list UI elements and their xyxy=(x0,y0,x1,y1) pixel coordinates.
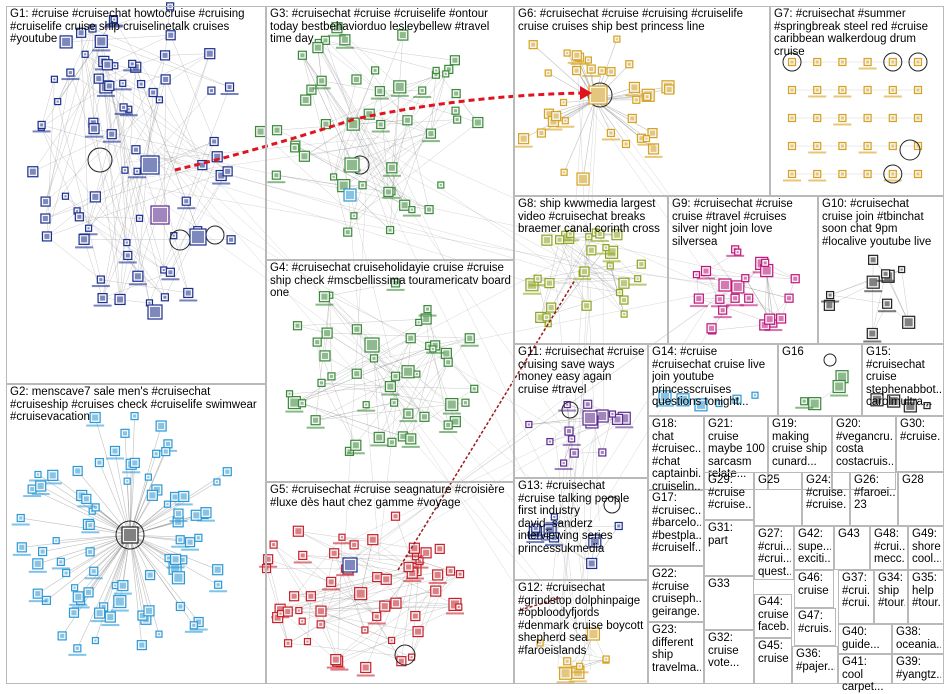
group-label: G40: guide... xyxy=(842,626,889,651)
group-panel-g25: G25 xyxy=(754,472,802,526)
group-label: G39: #yangtz... xyxy=(896,656,941,681)
group-panel-g23: G23: different ship travelma... xyxy=(648,622,704,684)
group-panel-g16: G16 xyxy=(778,344,862,416)
group-panel-g3: G3: #cruisechat #cruise #cruiselife #ont… xyxy=(266,6,514,260)
group-panel-g11: G11: #cruisechat #cruise cruising save w… xyxy=(514,344,648,478)
group-label: G42: supe... exciti... xyxy=(798,528,831,566)
group-label: G26: #faroei... 23 xyxy=(854,474,895,512)
group-panel-g27: G27: #crui... #crui... quest... xyxy=(754,526,794,580)
group-label: G36: #pajer... xyxy=(796,648,835,673)
group-panel-g28: G28 xyxy=(898,472,944,526)
group-label: G25 xyxy=(758,474,799,487)
group-label: G14: #cruise #cruisechat cruise live joi… xyxy=(652,346,775,409)
group-panel-g1: G1: #cruise #cruisechat howtocruise #cru… xyxy=(6,6,266,384)
group-panel-g39: G39: #yangtz... xyxy=(892,654,944,684)
group-panel-g49: G49: shore cool... xyxy=(908,526,944,570)
group-label: G44: cruise faceb... xyxy=(758,596,789,634)
group-panel-g26: G26: #faroei... 23 xyxy=(850,472,898,526)
group-panel-g45: G45: cruise xyxy=(754,638,792,684)
group-panel-g38: G38: oceania... xyxy=(892,624,944,654)
group-label: G33 xyxy=(708,578,751,591)
group-panel-g7: G7: #cruisechat #summer #springbreak ste… xyxy=(770,6,944,196)
group-label: G9: #cruisechat #cruise cruise #travel #… xyxy=(672,198,815,248)
group-label: G12: #cruisechat #grindstop dolphinpaige… xyxy=(518,582,645,657)
group-label: G31: part xyxy=(708,522,751,547)
group-label: G23: different ship travelma... xyxy=(652,624,701,674)
group-label: G10: #cruisechat cruise join #tbinchat s… xyxy=(822,198,941,248)
group-label: G38: oceania... xyxy=(896,626,941,651)
group-panel-g36: G36: #pajer... xyxy=(792,646,838,684)
group-panel-g32: G32: cruise vote... xyxy=(704,630,754,684)
group-label: G6: #cruisechat #cruise #cruising #cruis… xyxy=(518,8,767,33)
group-label: G1: #cruise #cruisechat howtocruise #cru… xyxy=(10,8,263,46)
group-label: G22: #cruise cruiseph... geirange... xyxy=(652,568,701,618)
group-panel-g33: G33 xyxy=(704,576,754,630)
group-label: G48: #crui... mecc... xyxy=(874,528,905,566)
group-label: G7: #cruisechat #summer #springbreak ste… xyxy=(774,8,941,58)
group-panel-g5: G5: #cruisechat #cruise seagnature #croi… xyxy=(266,482,514,684)
group-panel-g40: G40: guide... xyxy=(838,624,892,654)
group-panel-g6: G6: #cruisechat #cruise #cruising #cruis… xyxy=(514,6,770,196)
group-label: G29: #cruise #cruise... xyxy=(708,474,751,512)
group-panel-g15: G15: #cruisechat cruise stephenabbot... … xyxy=(862,344,944,416)
group-panel-g48: G48: #crui... mecc... xyxy=(870,526,908,570)
group-panel-g14: G14: #cruise #cruisechat cruise live joi… xyxy=(648,344,778,416)
group-label: G28 xyxy=(902,474,941,487)
group-label: G49: shore cool... xyxy=(912,528,941,566)
group-panel-g46: G46: cruise xyxy=(794,570,834,608)
group-label: G18: chat #cruisec... #chat captainbi...… xyxy=(652,418,701,493)
group-label: G24: #cruise... #cruise... xyxy=(806,474,847,512)
group-panel-g8: G8: ship kwwmedia largest video #cruisec… xyxy=(514,196,668,344)
group-label: G13: #cruisechat #cruise talking people … xyxy=(518,480,645,555)
group-panel-g35: G35: help #tour... xyxy=(908,570,944,624)
group-panel-g17: G17: #cruisec... #barcelo... #bestpla...… xyxy=(648,490,704,566)
group-panel-g18: G18: chat #cruisec... #chat captainbi...… xyxy=(648,416,704,490)
group-label: G19: making cruise ship cunard... xyxy=(772,418,829,468)
group-panel-g9: G9: #cruisechat #cruise cruise #travel #… xyxy=(668,196,818,344)
group-label: G35: help #tour... xyxy=(912,572,941,610)
group-panel-g2: G2: menscave7 sale men's #cruisechat #cr… xyxy=(6,384,266,684)
group-label: G45: cruise xyxy=(758,640,789,665)
group-label: G8: ship kwwmedia largest video #cruisec… xyxy=(518,198,665,236)
group-label: G11: #cruisechat #cruise cruising save w… xyxy=(518,346,645,396)
group-panel-g41: G41: cool carpet... xyxy=(838,654,892,684)
group-panel-g30: G30: #cruise... xyxy=(896,416,944,472)
group-panel-g4: G4: #cruisechat cruiseholidayie cruise #… xyxy=(266,260,514,482)
group-label: G15: #cruisechat cruise stephenabbot... … xyxy=(866,346,941,409)
group-label: G32: cruise vote... xyxy=(708,632,751,670)
group-panel-g29: G29: #cruise #cruise... xyxy=(704,472,754,520)
group-panel-g44: G44: cruise faceb... xyxy=(754,594,792,638)
group-panel-g34: G34: ship #tour... xyxy=(874,570,908,624)
group-panel-g12: G12: #cruisechat #grindstop dolphinpaige… xyxy=(514,580,648,684)
group-label: G16 xyxy=(782,346,859,359)
group-label: G4: #cruisechat cruiseholidayie cruise #… xyxy=(270,262,511,300)
group-panel-g24: G24: #cruise... #cruise... xyxy=(802,472,850,526)
group-label: G34: ship #tour... xyxy=(878,572,905,610)
group-label: G5: #cruisechat #cruise seagnature #croi… xyxy=(270,484,511,509)
group-panel-g42: G42: supe... exciti... xyxy=(794,526,834,570)
group-label: G27: #crui... #crui... quest... xyxy=(758,528,791,578)
group-label: G3: #cruisechat #cruise #cruiselife #ont… xyxy=(270,8,511,46)
group-panel-g43: G43 xyxy=(834,526,870,570)
group-panel-g31: G31: part xyxy=(704,520,754,576)
group-panel-g22: G22: #cruise cruiseph... geirange... xyxy=(648,566,704,622)
group-panel-g37: G37: #crui... #crui... xyxy=(838,570,874,624)
group-label: G17: #cruisec... #barcelo... #bestpla...… xyxy=(652,492,701,555)
group-panel-g47: G47: #cruis... xyxy=(794,608,836,646)
group-label: G46: cruise xyxy=(798,572,831,597)
group-panel-g13: G13: #cruisechat #cruise talking people … xyxy=(514,478,648,580)
group-label: G43 xyxy=(838,528,867,541)
group-label: G30: #cruise... xyxy=(900,418,941,443)
group-label: G47: #cruis... xyxy=(798,610,833,635)
group-label: G2: menscave7 sale men's #cruisechat #cr… xyxy=(10,386,263,424)
group-label: G20: #vegancru... costa costacruis... xyxy=(836,418,893,468)
group-label: G37: #crui... #crui... xyxy=(842,572,871,610)
group-panel-g10: G10: #cruisechat cruise join #tbinchat s… xyxy=(818,196,944,344)
